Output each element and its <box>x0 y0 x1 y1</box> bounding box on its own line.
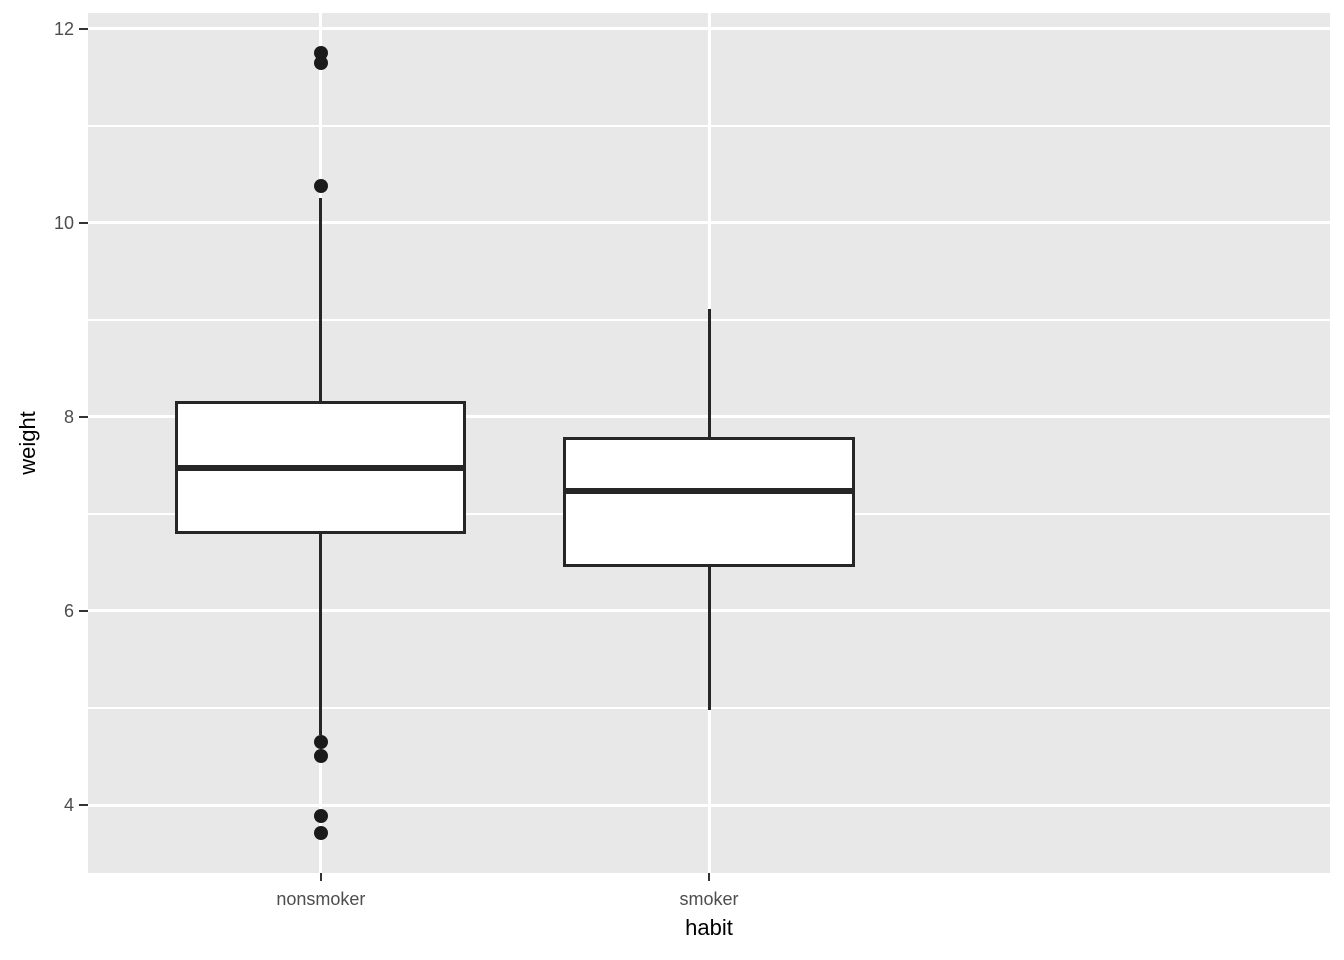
y-axis-tick <box>79 27 88 30</box>
whisker-upper-smoker <box>707 309 711 438</box>
x-axis-tick-label-smoker: smoker <box>679 889 739 909</box>
whisker-lower-nonsmoker <box>319 534 323 736</box>
x-axis-title: habit <box>685 915 733 940</box>
y-axis-tick <box>79 804 88 807</box>
y-axis-tick <box>79 415 88 418</box>
y-axis-title: weight <box>15 411 40 475</box>
outlier-point <box>313 734 328 749</box>
outlier-point <box>313 56 328 71</box>
outlier-point <box>313 826 328 841</box>
y-axis-tick <box>79 221 88 224</box>
y-axis-tick-label: 10 <box>53 212 74 233</box>
boxplot-box-smoker <box>563 437 855 568</box>
plot-panel <box>88 13 1330 873</box>
x-axis-tick-label-nonsmoker: nonsmoker <box>276 889 366 909</box>
outlier-point <box>313 45 328 60</box>
x-axis-tick <box>319 873 322 881</box>
whisker-upper-nonsmoker <box>319 198 323 402</box>
outlier-point <box>313 748 328 763</box>
y-axis-tick <box>79 609 88 612</box>
median-line-smoker <box>563 487 855 494</box>
y-axis-tick-label: 6 <box>63 600 74 621</box>
outlier-point <box>313 808 328 823</box>
outlier-point <box>313 178 328 193</box>
x-axis-tick <box>708 873 710 881</box>
median-line-nonsmoker <box>175 465 467 472</box>
whisker-lower-smoker <box>707 567 711 710</box>
y-axis-tick-label: 8 <box>63 406 74 427</box>
y-axis-tick-label: 12 <box>53 18 74 39</box>
y-axis-tick-label: 4 <box>63 795 74 816</box>
